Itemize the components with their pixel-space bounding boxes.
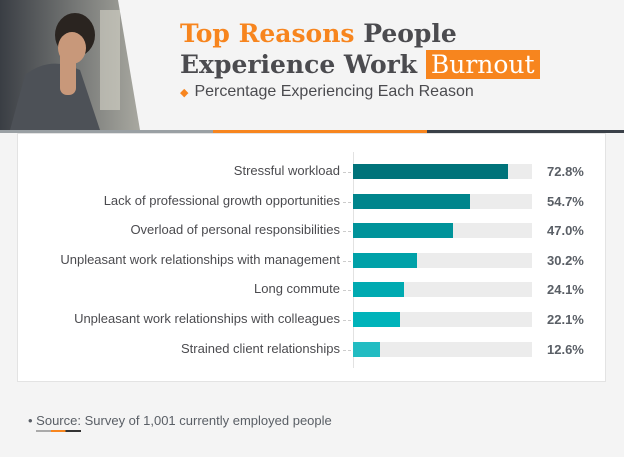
value-label: 30.2% [547,252,584,268]
category-label: Overload of personal responsibilities [130,222,340,238]
title-part: People [363,19,457,48]
bar [353,252,418,268]
stressed-worker-photo [0,0,140,130]
bar-track [353,312,532,327]
category-label: Long commute [254,281,340,297]
leader-line [343,349,351,351]
category-label: Stressful workload [233,163,340,178]
bar-track [353,341,532,357]
value-label: 54.7% [547,193,584,209]
category-label: Unpleasant work relationships with manag… [60,251,340,267]
leader-line [343,320,351,321]
value-label: 24.1% [547,282,584,298]
divider-orange [213,130,427,133]
bar [353,282,405,298]
bar-track [353,223,532,239]
value-label: 72.8% [547,164,584,179]
category-label: Unpleasant work relationships with colle… [74,311,340,326]
divider-dark [427,130,624,133]
leader-line [343,290,351,292]
leader-line [343,172,351,173]
bar-track [353,164,532,179]
bar-track [353,282,532,298]
bar [353,223,454,239]
leader-line [343,231,351,233]
source-key: Source: [36,413,82,432]
leader-line [343,201,351,203]
divider-gray [0,130,213,133]
title-orange: Top Reasons [180,19,355,48]
bar [353,164,509,179]
category-label: Strained client relationships [181,340,340,356]
bar-track [353,193,532,209]
diamond-icon: ◆ [180,87,189,99]
bar [353,312,401,327]
title-part: Experience Work [180,50,418,79]
source-note: • Source: Survey of 1,001 currently empl… [28,413,332,432]
bar [353,193,470,209]
value-label: 22.1% [547,312,584,327]
chart-title: Top Reasons People Experience Work Burno… [180,18,540,80]
bar-track [353,252,532,268]
subtitle-text: Percentage Experiencing Each Reason [194,83,474,100]
value-label: 12.6% [547,341,584,357]
chart-subtitle: ◆ Percentage Experiencing Each Reason [180,83,474,101]
title-highlight: Burnout [425,50,540,79]
bar [353,341,380,357]
source-text: Survey of 1,001 currently employed peopl… [84,413,332,428]
category-label: Lack of professional growth opportunitie… [103,192,340,208]
value-label: 47.0% [547,223,584,239]
leader-line [343,260,351,262]
